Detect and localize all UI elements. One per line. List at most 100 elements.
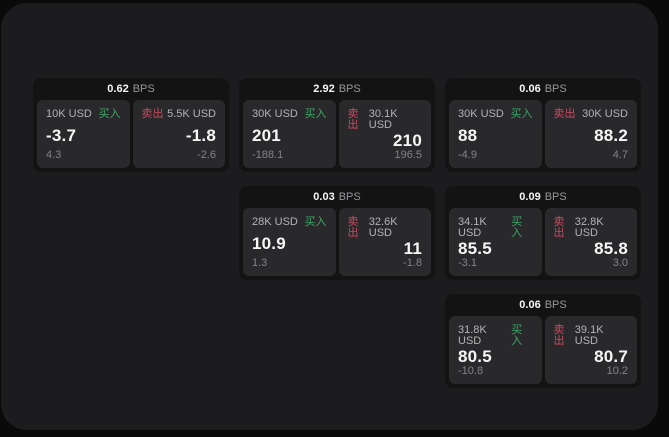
buy-side-label: 买入 [510, 108, 533, 120]
bps-header: 0.06 BPS [445, 78, 641, 100]
sell-quote-tile[interactable]: 卖出 30.1K USD 210 196.5 [338, 100, 431, 168]
sell-price: 88.2 [594, 125, 628, 145]
sell-delta: 10.2 [606, 365, 628, 377]
quote-grid: 0.62 BPS 10K USD 买入 -3.7 4.3 卖出 [33, 78, 641, 388]
bps-value: 0.09 [519, 190, 541, 203]
sell-tile-top: 卖出 32.6K USD [348, 217, 423, 239]
buy-quote-tile[interactable]: 28K USD 买入 10.9 1.3 [243, 208, 336, 276]
sell-quote-tile[interactable]: 卖出 32.8K USD 85.8 3.0 [544, 208, 637, 276]
quote-tiles: 30K USD 买入 201 -188.1 卖出 30.1K USD 210 1… [239, 100, 435, 172]
buy-price: 88 [458, 125, 478, 145]
sell-side-label: 卖出 [553, 216, 565, 239]
buy-notional: 31.8K USD [458, 324, 487, 347]
buy-price: 80.5 [458, 347, 492, 366]
sell-notional: 32.8K USD [574, 216, 604, 239]
sell-side-label: 卖出 [347, 216, 359, 239]
quote-tiles: 31.8K USD 买入 80.5 -10.8 卖出 39.1K USD 80.… [445, 316, 641, 388]
buy-price: 10.9 [252, 233, 286, 253]
sell-price: -1.8 [185, 125, 216, 145]
buy-side-label: 买入 [511, 324, 523, 347]
quote-tiles: 28K USD 买入 10.9 1.3 卖出 32.6K USD 11 -1.8 [239, 208, 435, 280]
sell-quote-tile[interactable]: 卖出 32.6K USD 11 -1.8 [338, 208, 431, 276]
quote-card: 0.06 BPS 30K USD 买入 88 -4.9 卖出 [445, 78, 641, 172]
buy-quote-tile[interactable]: 30K USD 买入 88 -4.9 [449, 100, 542, 168]
sell-delta: 196.5 [394, 149, 422, 161]
quote-tiles: 34.1K USD 买入 85.5 -3.1 卖出 32.8K USD 85.8… [445, 208, 641, 280]
sell-delta: 3.0 [612, 257, 628, 269]
bps-unit-label: BPS [132, 82, 155, 95]
buy-notional: 34.1K USD [458, 216, 487, 239]
buy-price: 85.5 [458, 239, 492, 258]
sell-quote-tile[interactable]: 卖出 39.1K USD 80.7 10.2 [544, 316, 637, 384]
bps-unit-label: BPS [338, 190, 361, 203]
sell-notional: 30K USD [582, 108, 628, 120]
sell-price: 11 [403, 239, 422, 258]
quote-tiles: 10K USD 买入 -3.7 4.3 卖出 5.5K USD -1.8 -2.… [33, 100, 229, 172]
quote-card: 0.03 BPS 28K USD 买入 10.9 1.3 卖出 [239, 186, 435, 280]
buy-side-label: 买入 [511, 216, 523, 239]
bps-header: 0.09 BPS [445, 186, 641, 208]
buy-price: -3.7 [46, 125, 77, 145]
bps-header: 2.92 BPS [239, 78, 435, 100]
sell-notional: 30.1K USD [368, 108, 398, 131]
sell-side-label: 卖出 [141, 108, 164, 120]
bps-header: 0.03 BPS [239, 186, 435, 208]
quote-card: 0.06 BPS 31.8K USD 买入 80.5 -10.8 卖 [445, 294, 641, 388]
buy-tile-top: 10K USD 买入 [46, 109, 121, 120]
sell-tile-top: 卖出 32.8K USD [554, 217, 629, 239]
sell-tile-top: 卖出 5.5K USD [142, 109, 217, 120]
bps-value: 0.06 [519, 298, 541, 311]
bps-value: 0.06 [519, 82, 541, 95]
buy-tile-top: 30K USD 买入 [458, 109, 533, 120]
sell-price: 85.8 [594, 239, 628, 258]
quote-card: 0.62 BPS 10K USD 买入 -3.7 4.3 卖出 [33, 78, 229, 172]
buy-side-label: 买入 [304, 216, 327, 228]
buy-delta: -10.8 [458, 365, 484, 377]
sell-tile-top: 卖出 30K USD [554, 109, 629, 120]
buy-delta: 4.3 [46, 149, 62, 161]
bps-value: 0.03 [313, 190, 335, 203]
sell-tile-top: 卖出 39.1K USD [554, 325, 629, 347]
quote-card: 0.09 BPS 34.1K USD 买入 85.5 -3.1 卖出 [445, 186, 641, 280]
sell-delta: -1.8 [403, 257, 422, 269]
sell-quote-tile[interactable]: 卖出 30K USD 88.2 4.7 [544, 100, 637, 168]
bps-unit-label: BPS [338, 82, 361, 95]
buy-delta: -3.1 [458, 257, 477, 269]
bps-header: 0.06 BPS [445, 294, 641, 316]
buy-quote-tile[interactable]: 30K USD 买入 201 -188.1 [243, 100, 336, 168]
bps-header: 0.62 BPS [33, 78, 229, 100]
buy-delta: 1.3 [252, 257, 268, 269]
buy-quote-tile[interactable]: 31.8K USD 买入 80.5 -10.8 [449, 316, 542, 384]
buy-notional: 30K USD [252, 108, 298, 120]
buy-side-label: 买入 [304, 108, 327, 120]
sell-price: 210 [393, 131, 422, 150]
sell-quote-tile[interactable]: 卖出 5.5K USD -1.8 -2.6 [132, 100, 225, 168]
sell-side-label: 卖出 [553, 108, 576, 120]
sell-price: 80.7 [594, 347, 628, 366]
bps-unit-label: BPS [544, 190, 567, 203]
buy-quote-tile[interactable]: 34.1K USD 买入 85.5 -3.1 [449, 208, 542, 276]
buy-tile-top: 31.8K USD 买入 [458, 325, 533, 347]
buy-tile-top: 30K USD 买入 [252, 109, 327, 120]
buy-delta: -4.9 [458, 149, 477, 161]
sell-notional: 32.6K USD [368, 216, 398, 239]
quote-card: 2.92 BPS 30K USD 买入 201 -188.1 卖出 [239, 78, 435, 172]
buy-delta: -188.1 [252, 149, 284, 161]
main-panel: 0.62 BPS 10K USD 买入 -3.7 4.3 卖出 [1, 3, 658, 430]
buy-notional: 30K USD [458, 108, 504, 120]
sell-delta: -2.6 [197, 149, 216, 161]
buy-tile-top: 34.1K USD 买入 [458, 217, 533, 239]
buy-side-label: 买入 [98, 108, 121, 120]
buy-quote-tile[interactable]: 10K USD 买入 -3.7 4.3 [37, 100, 130, 168]
sell-side-label: 卖出 [553, 324, 565, 347]
bps-value: 2.92 [313, 82, 335, 95]
sell-notional: 39.1K USD [574, 324, 604, 347]
buy-notional: 28K USD [252, 216, 298, 228]
sell-delta: 4.7 [612, 149, 628, 161]
bps-unit-label: BPS [544, 82, 567, 95]
buy-notional: 10K USD [46, 108, 92, 120]
buy-tile-top: 28K USD 买入 [252, 217, 327, 228]
sell-side-label: 卖出 [347, 108, 359, 131]
bps-unit-label: BPS [544, 298, 567, 311]
